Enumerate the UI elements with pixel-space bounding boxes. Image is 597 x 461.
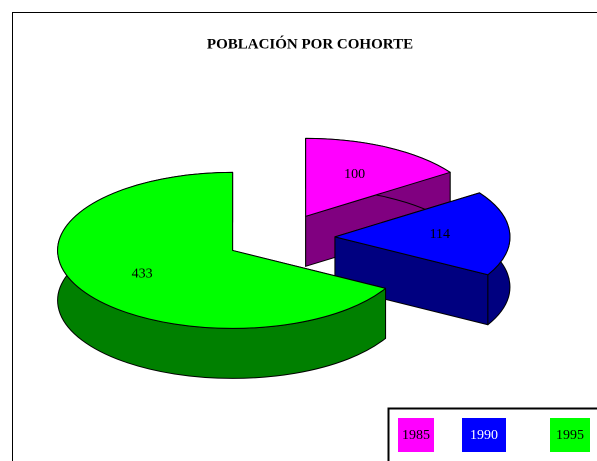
legend-label: 1990	[470, 428, 498, 443]
chart-title: POBLACIÓN POR COHORTE	[207, 35, 413, 52]
legend-swatch	[398, 418, 434, 452]
slice	[305, 137, 451, 217]
legend-swatch	[462, 418, 506, 452]
slice	[334, 192, 511, 276]
data-label: 433	[132, 266, 153, 281]
slice	[57, 171, 387, 329]
legend-label: 1985	[402, 428, 430, 443]
data-label: 114	[430, 227, 450, 242]
data-label: 100	[344, 167, 365, 182]
legend-label: 1995	[556, 428, 584, 443]
legend-swatch	[550, 418, 590, 452]
